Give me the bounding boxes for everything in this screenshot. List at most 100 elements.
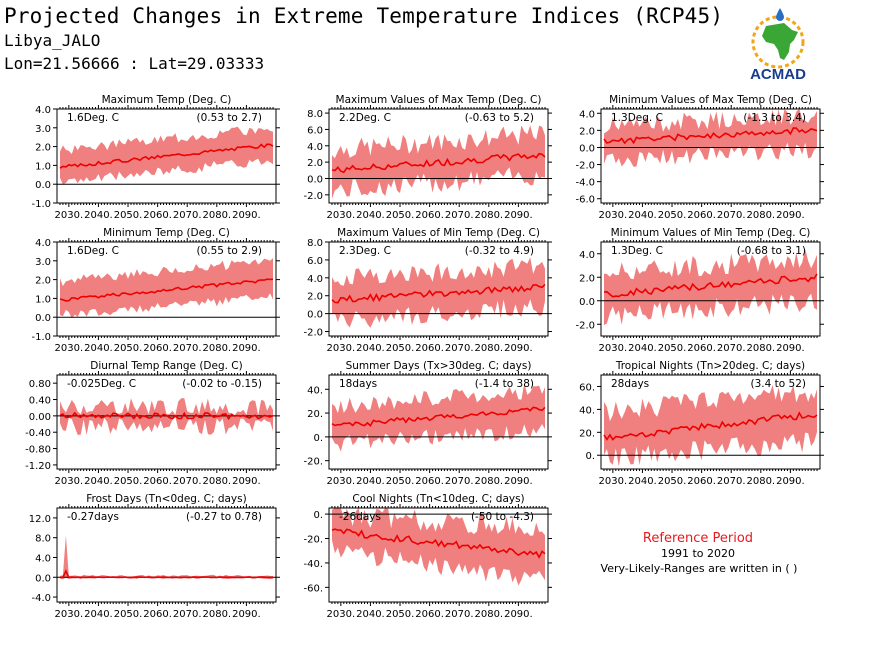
chart-title: Frost Days (Tn<0deg. C; days) <box>86 493 246 505</box>
logo-ring-icon <box>751 15 805 69</box>
y-tick-label: 0. <box>313 433 323 444</box>
chart-stat: 1.3Deg. C <box>611 112 663 124</box>
x-tick-label: 2040. <box>356 476 385 487</box>
y-tick-label: 40. <box>307 385 323 396</box>
y-tick-label: 2.0 <box>579 126 595 137</box>
x-tick-label: 2060. <box>415 343 444 354</box>
y-tick-label: 0.0 <box>35 180 51 191</box>
y-tick-label: 0.00 <box>29 412 51 423</box>
uncertainty-band <box>604 249 817 326</box>
chart-panel: -1.20 -0.80 -0.40 0.00 0.40 0.80 2030. 2040. 205… <box>25 360 280 487</box>
x-tick-label: 2050. <box>114 343 143 354</box>
x-tick-label: 2040. <box>84 476 113 487</box>
y-tick-label: -1.20 <box>25 461 51 472</box>
y-tick-label: -0.80 <box>25 445 51 456</box>
x-tick-label: 2030. <box>327 476 356 487</box>
mean-line <box>603 411 818 441</box>
page-title: Projected Changes in Extreme Temperature… <box>4 4 724 28</box>
chart-title: Minimum Values of Min Temp (Deg. C) <box>611 227 811 239</box>
y-tick-label: 3.0 <box>35 257 51 268</box>
y-tick-label: 2.0 <box>35 143 51 154</box>
chart-range: (-50 to -4.3) <box>471 511 534 523</box>
chart-stat: -0.27days <box>67 511 119 523</box>
chart-stat: 1.6Deg. C <box>67 245 119 257</box>
y-tick-label: 2.0 <box>579 273 595 284</box>
x-tick-label: 2080. <box>474 343 503 354</box>
location-label: Libya_JALO <box>4 31 101 50</box>
x-tick-label: 2030. <box>599 476 628 487</box>
chart-panel: -4.0 0.0 4.0 8.0 12.0 2030. 2040. 2050. 2060. 207… <box>29 493 280 620</box>
chart-panel: -20. 0. 20. 40. 2030. 2040. 2050. 2060. 2070. 208… <box>303 360 552 487</box>
x-tick-label: 2080. <box>202 609 231 620</box>
chart-panel: -6.0 -4.0 -2.0 0.0 2.0 4.0 2030. 2040. 2050. 2060… <box>575 94 824 221</box>
chart-stat: 28days <box>611 378 649 390</box>
reference-period-note: Very-Likely-Ranges are written in ( ) <box>600 562 798 575</box>
x-tick-label: 2050. <box>658 343 687 354</box>
mean-line <box>59 411 274 421</box>
x-tick-label: 2090. <box>232 210 261 221</box>
y-tick-label: -40. <box>303 559 323 570</box>
y-tick-label: 6.0 <box>307 125 323 136</box>
x-tick-label: 2040. <box>356 343 385 354</box>
x-tick-label: 2060. <box>415 609 444 620</box>
y-tick-label: 8.0 <box>307 238 323 249</box>
y-tick-label: 8.0 <box>307 109 323 120</box>
x-tick-label: 2080. <box>746 210 775 221</box>
chart-panel: -60.-40.-20.0.2030. 2040. 2050. 2060. 2070. 2… <box>303 493 552 620</box>
x-tick-label: 2060. <box>143 476 172 487</box>
x-tick-label: 2070. <box>445 343 474 354</box>
x-tick-label: 2070. <box>173 210 202 221</box>
y-tick-label: -20. <box>303 457 323 468</box>
x-tick-label: 2090. <box>776 343 805 354</box>
y-tick-label: -2.0 <box>575 161 595 172</box>
x-tick-label: 2050. <box>658 476 687 487</box>
x-tick-label: 2030. <box>599 210 628 221</box>
x-tick-label: 2050. <box>386 210 415 221</box>
uncertainty-band <box>60 535 273 580</box>
x-tick-label: 2070. <box>445 210 474 221</box>
water-drop-icon <box>776 8 784 21</box>
y-tick-label: -2.0 <box>303 191 323 202</box>
y-tick-label: 4.0 <box>307 142 323 153</box>
x-tick-label: 2050. <box>386 609 415 620</box>
x-tick-label: 2040. <box>628 343 657 354</box>
chart-range: (-0.68 to 3.1) <box>737 245 806 257</box>
x-tick-label: 2030. <box>55 210 84 221</box>
chart-title: Maximum Values of Min Temp (Deg. C) <box>337 227 540 239</box>
y-tick-label: 2.0 <box>35 276 51 287</box>
y-tick-label: 4.0 <box>35 105 51 116</box>
x-tick-label: 2090. <box>504 609 533 620</box>
logo-text: ACMAD <box>750 66 806 83</box>
y-tick-label: 2.0 <box>307 158 323 169</box>
x-tick-label: 2030. <box>327 609 356 620</box>
x-tick-label: 2090. <box>232 476 261 487</box>
mean-line <box>331 283 546 304</box>
y-tick-label: -20. <box>303 535 323 546</box>
y-tick-label: 4.0 <box>35 238 51 249</box>
mean-line <box>603 273 818 298</box>
y-tick-label: 6.0 <box>307 256 323 267</box>
y-tick-label: -4.0 <box>575 178 595 189</box>
x-tick-label: 2070. <box>445 476 474 487</box>
x-tick-label: 2040. <box>84 343 113 354</box>
y-tick-label: 0.0 <box>35 313 51 324</box>
x-tick-label: 2060. <box>143 210 172 221</box>
y-tick-label: -0.40 <box>25 428 51 439</box>
uncertainty-band <box>60 398 273 435</box>
x-tick-label: 2090. <box>776 476 805 487</box>
x-tick-label: 2040. <box>628 210 657 221</box>
y-tick-label: -6.0 <box>575 195 595 206</box>
x-tick-label: 2090. <box>776 210 805 221</box>
x-tick-label: 2080. <box>474 476 503 487</box>
x-tick-label: 2070. <box>173 343 202 354</box>
x-tick-label: 2050. <box>114 210 143 221</box>
chart-stat: 2.2Deg. C <box>339 112 391 124</box>
x-tick-label: 2080. <box>746 476 775 487</box>
y-tick-label: 1.0 <box>35 294 51 305</box>
chart-title: Minimum Values of Max Temp (Deg. C) <box>609 94 812 106</box>
x-tick-label: 2090. <box>504 476 533 487</box>
